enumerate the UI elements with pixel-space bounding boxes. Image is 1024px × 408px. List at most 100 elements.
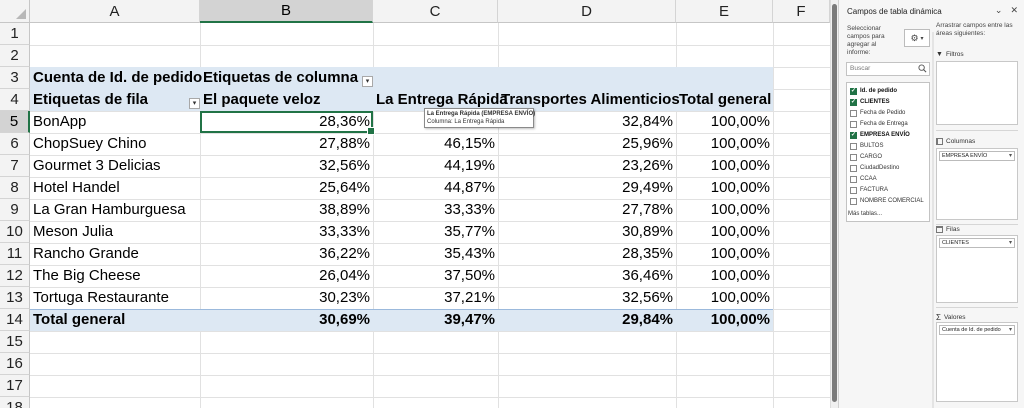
column-header-a[interactable]: A [30,0,200,23]
total-value-cell[interactable]: 29,84% [622,311,673,328]
grand-total-cell[interactable]: 100,00% [710,311,770,328]
row-header[interactable]: 8 [0,177,30,199]
filters-drop-area[interactable] [936,61,1018,125]
scrollbar-thumb[interactable] [832,4,837,402]
values-drop-area[interactable]: Cuenta de Id. de pedido [936,322,1018,402]
field-item-fecha-entrega[interactable]: Fecha de Entrega [850,119,908,129]
value-cell[interactable]: 30,23% [319,289,370,306]
value-cell[interactable]: 30,89% [622,223,673,240]
pivot-col-header[interactable]: Transportes Alimenticios [501,91,680,108]
row-header[interactable]: 13 [0,287,30,309]
value-cell[interactable]: 44,87% [444,179,495,196]
row-header[interactable]: 12 [0,265,30,287]
checkbox-checked-icon[interactable]: ✓ [850,98,857,106]
row-header[interactable]: 1 [0,23,30,45]
total-cell[interactable]: 100,00% [710,223,770,240]
value-cell[interactable]: 27,78% [622,201,673,218]
total-cell[interactable]: 100,00% [710,135,770,152]
row-label[interactable]: The Big Cheese [33,267,141,284]
row-header[interactable]: 16 [0,353,30,375]
total-cell[interactable]: 100,00% [710,113,770,130]
field-item-ciudad-destino[interactable]: CiudadDestino [850,163,899,173]
checkbox-icon[interactable] [850,153,857,161]
value-cell[interactable]: 36,46% [622,267,673,284]
active-cell-selection[interactable] [200,111,375,135]
vertical-scrollbar[interactable] [830,0,838,408]
pivot-columns-label[interactable]: Etiquetas de columna [203,69,359,86]
values-field-pill[interactable]: Cuenta de Id. de pedido [939,325,1015,335]
checkbox-icon[interactable] [850,164,857,172]
value-cell[interactable]: 44,19% [444,157,495,174]
tools-button[interactable]: ⚙ ▾ [904,29,930,47]
checkbox-icon[interactable] [850,186,857,194]
columns-drop-area[interactable]: EMPRESA ENVÍO [936,148,1018,220]
value-cell[interactable]: 23,26% [622,157,673,174]
checkbox-icon[interactable] [850,109,857,117]
pivot-rows-label[interactable]: Etiquetas de fila [33,91,149,108]
field-item-bultos[interactable]: BULTOS [850,141,883,151]
row-label[interactable]: Tortuga Restaurante [33,289,169,306]
row-filter-dropdown-icon[interactable]: ▾ [189,98,200,109]
total-value-cell[interactable]: 30,69% [319,311,370,328]
total-cell[interactable]: 100,00% [710,179,770,196]
row-header[interactable]: 2 [0,45,30,67]
row-label[interactable]: BonApp [33,113,87,130]
select-all-corner[interactable] [0,0,30,23]
value-cell[interactable]: 26,04% [319,267,370,284]
field-item-clientes[interactable]: ✓ CLIENTES [850,97,890,107]
value-cell[interactable]: 33,33% [319,223,370,240]
row-header[interactable]: 10 [0,221,30,243]
close-icon[interactable]: ✕ [1010,5,1018,15]
value-cell[interactable]: 35,43% [444,245,495,262]
pane-splitter[interactable] [932,32,934,408]
total-cell[interactable]: 100,00% [710,267,770,284]
pivot-col-header[interactable]: El paquete veloz [203,91,321,108]
row-header[interactable]: 15 [0,331,30,353]
row-header[interactable]: 9 [0,199,30,221]
row-label-total[interactable]: Total general [33,311,126,328]
row-label[interactable]: La Gran Hamburguesa [33,201,186,218]
row-header-active[interactable]: 5 [0,111,30,133]
row-header[interactable]: 17 [0,375,30,397]
field-item-nombre-comercial[interactable]: NOMBRE COMERCIAL [850,196,924,206]
value-cell[interactable]: 37,50% [444,267,495,284]
pivot-corner-label[interactable]: Cuenta de Id. de pedido [33,69,203,86]
column-filter-dropdown-icon[interactable]: ▾ [362,76,373,87]
checkbox-icon[interactable] [850,175,857,183]
row-label[interactable]: ChopSuey Chino [33,135,147,152]
total-value-cell[interactable]: 39,47% [444,311,495,328]
row-header[interactable]: 11 [0,243,30,265]
column-header-f[interactable]: F [773,0,830,23]
row-label[interactable]: Gourmet 3 Delicias [33,157,161,174]
total-cell[interactable]: 100,00% [710,201,770,218]
row-label[interactable]: Rancho Grande [33,245,139,262]
value-cell[interactable]: 25,96% [622,135,673,152]
total-cell[interactable]: 100,00% [710,245,770,262]
chevron-down-icon[interactable]: ⌄ [994,5,1003,15]
value-cell[interactable]: 25,64% [319,179,370,196]
more-tables-link[interactable]: Más tablas... [848,211,883,217]
total-cell[interactable]: 100,00% [710,289,770,306]
value-cell[interactable]: 35,77% [444,223,495,240]
checkbox-icon[interactable] [850,197,857,205]
value-cell[interactable]: 28,35% [622,245,673,262]
value-cell[interactable]: 46,15% [444,135,495,152]
rows-field-pill[interactable]: CLIENTES [939,238,1015,248]
value-cell[interactable]: 32,56% [319,157,370,174]
value-cell[interactable]: 36,22% [319,245,370,262]
field-item-cargo[interactable]: CARGO [850,152,882,162]
spreadsheet-grid[interactable]: A B C D E F 1 2 3 4 5 6 7 8 9 10 11 12 1… [0,0,830,408]
checkbox-checked-icon[interactable]: ✓ [850,87,857,95]
pivot-col-header-total[interactable]: Total general [679,91,772,108]
value-cell[interactable]: 32,84% [622,113,673,130]
row-header[interactable]: 7 [0,155,30,177]
search-input[interactable]: Buscar [846,62,930,76]
row-label[interactable]: Hotel Handel [33,179,120,196]
row-header[interactable]: 14 [0,309,30,331]
field-item-empresa-envio[interactable]: ✓ EMPRESA ENVÍO [850,130,910,140]
column-header-d[interactable]: D [498,0,676,23]
checkbox-checked-icon[interactable]: ✓ [850,131,857,139]
row-header[interactable]: 3 [0,67,30,89]
value-cell[interactable]: 32,56% [622,289,673,306]
rows-drop-area[interactable]: CLIENTES [936,235,1018,303]
